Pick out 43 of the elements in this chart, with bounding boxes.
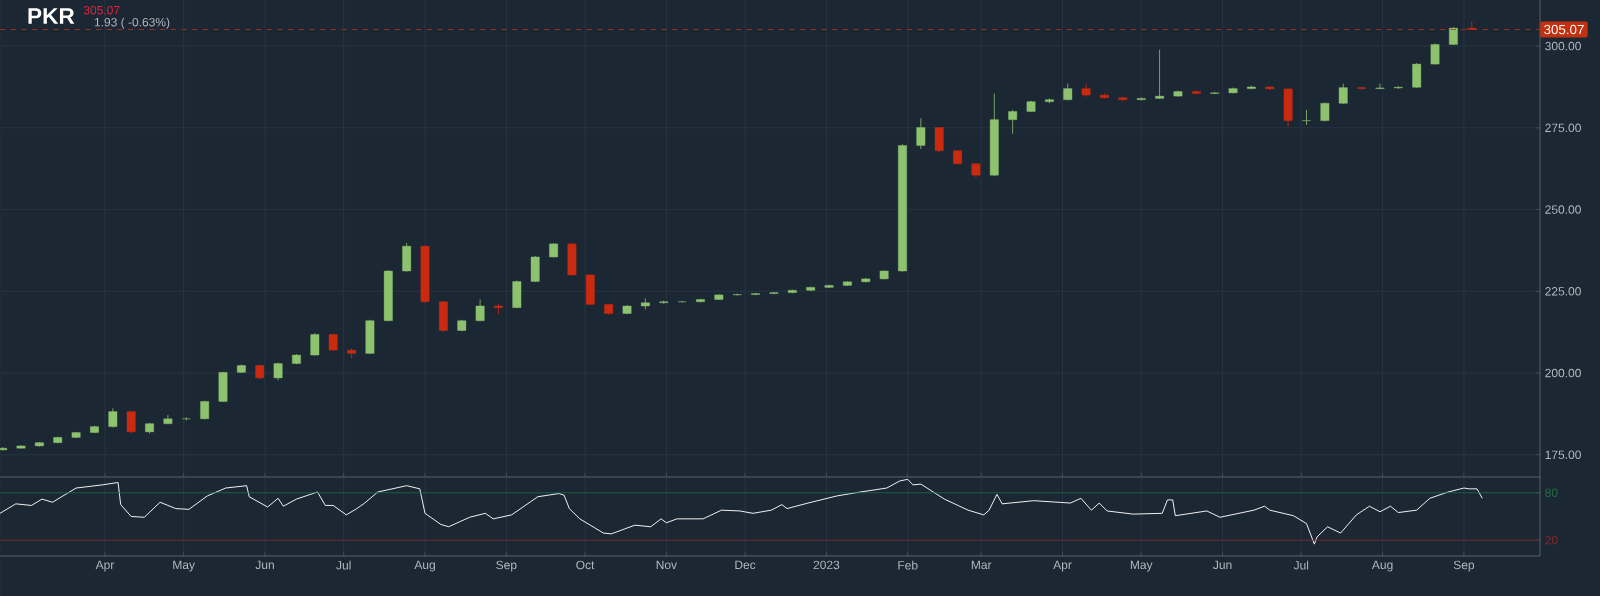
line-series (0, 478, 1483, 545)
y-tick-label: 225.00 (1545, 287, 1581, 296)
x-tick-label: Apr (1053, 560, 1072, 572)
y-tick-label: 200.00 (1545, 368, 1581, 378)
chart-title: PKR (28, 8, 75, 24)
x-tick-label: Sep (1453, 560, 1475, 572)
x-tick-label: Jul (1293, 560, 1309, 570)
candlestick (1375, 83, 1385, 90)
candlestick (1430, 43, 1440, 66)
x-tick-label: Sep (496, 560, 517, 572)
y-tick-label: 175.00 (1545, 450, 1581, 460)
x-tick-label: Jun (1213, 560, 1232, 570)
x-tick-label: May (173, 560, 195, 572)
candlestick (1302, 109, 1311, 126)
candlestick (1081, 83, 1091, 98)
x-tick-label: Nov (656, 560, 677, 570)
candlestick (934, 126, 944, 153)
y-tick-label: 300.00 (1545, 41, 1581, 51)
x-tick-label: Mar (971, 560, 992, 570)
x-tick-label: Dec (735, 560, 756, 570)
x-tick-label: Jun (255, 560, 274, 570)
x-tick-label: May (1130, 560, 1153, 572)
y-tick-label: 20 (1545, 535, 1558, 545)
candlestick (677, 300, 687, 304)
candlestick (916, 117, 926, 150)
x-tick-label: Feb (898, 560, 918, 570)
x-tick-label: Aug (1371, 560, 1393, 572)
x-tick-label: 2023 (813, 560, 840, 570)
chart-subtitle: 305.07 (83, 5, 120, 15)
x-tick-label: Oct (576, 560, 595, 570)
x-tick-label: Apr (95, 560, 115, 572)
ref-line-label: 305.07 (1544, 24, 1584, 35)
y-tick-label: 80 (1545, 488, 1558, 498)
y-tick-label: 275.00 (1545, 123, 1581, 133)
candlestick (1412, 62, 1422, 89)
y-tick-label: 250.00 (1545, 205, 1581, 214)
annotation: 1.93 ( -0.63%) (94, 17, 170, 29)
candlestick (1338, 83, 1348, 105)
candlestick (1155, 49, 1164, 100)
x-tick-label: Aug (414, 560, 435, 572)
candlestick (1008, 109, 1018, 135)
candlestick (310, 332, 320, 357)
x-tick-label: Jul (336, 560, 351, 570)
